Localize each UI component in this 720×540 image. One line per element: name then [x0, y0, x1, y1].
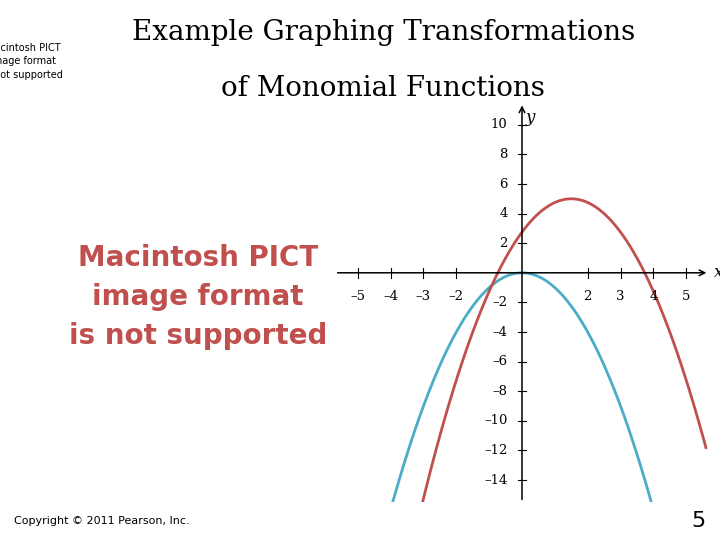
Text: x: x [714, 264, 720, 281]
Text: –12: –12 [485, 444, 508, 457]
Text: 4: 4 [649, 289, 657, 302]
Text: –3: –3 [416, 289, 431, 302]
Text: 5: 5 [682, 289, 690, 302]
Text: –6: –6 [492, 355, 508, 368]
Text: –2: –2 [449, 289, 464, 302]
Text: –4: –4 [383, 289, 398, 302]
Text: 10: 10 [491, 118, 508, 131]
Text: Macintosh PICT
image format
is not supported: Macintosh PICT image format is not suppo… [69, 244, 327, 350]
Text: y: y [526, 109, 535, 125]
Text: 3: 3 [616, 289, 625, 302]
Text: 6: 6 [499, 178, 508, 191]
Text: of Monomial Functions: of Monomial Functions [222, 75, 545, 102]
Text: Example Graphing Transformations: Example Graphing Transformations [132, 19, 635, 46]
Text: –8: –8 [492, 384, 508, 397]
Text: 8: 8 [499, 148, 508, 161]
Text: 4: 4 [499, 207, 508, 220]
Text: Copyright © 2011 Pearson, Inc.: Copyright © 2011 Pearson, Inc. [14, 516, 190, 526]
Text: 2: 2 [499, 237, 508, 249]
Text: 2: 2 [583, 289, 592, 302]
Text: –5: –5 [351, 289, 365, 302]
Text: –14: –14 [485, 474, 508, 487]
Text: –10: –10 [485, 414, 508, 427]
Text: Macintosh PICT
image format
is not supported: Macintosh PICT image format is not suppo… [0, 43, 63, 79]
Text: 5: 5 [691, 511, 706, 531]
Text: –2: –2 [492, 296, 508, 309]
Text: –4: –4 [492, 326, 508, 339]
